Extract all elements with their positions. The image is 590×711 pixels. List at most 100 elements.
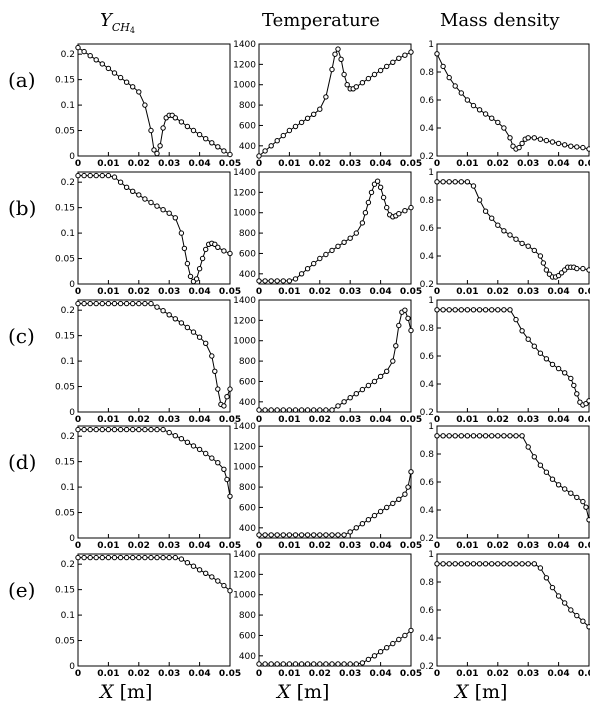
row-label-c: (c) [8, 324, 35, 348]
data-point [75, 172, 81, 179]
data-point [434, 179, 440, 185]
y-tick-label: 1 [428, 550, 434, 560]
data-point [580, 265, 586, 272]
data-point [280, 132, 286, 139]
data-point [215, 578, 221, 584]
data-point [166, 554, 172, 561]
panel-d-ych4: 0 0.01 0.02 0.03 0.04 0.05 0 0.05 0.1 0.15 0.2 [55, 425, 241, 551]
data-point [105, 65, 112, 72]
data-point [292, 123, 299, 130]
data-point [136, 89, 142, 95]
data-point [286, 661, 293, 667]
data-point [531, 247, 537, 254]
row-label-b: (b) [8, 196, 36, 220]
data-point [341, 399, 347, 405]
y-tick-label: 1000 [233, 591, 256, 601]
x-tick-label: 0.05 [400, 541, 422, 551]
data-point [574, 265, 580, 272]
plot-frame [258, 43, 412, 157]
data-point [482, 561, 489, 567]
x-tick-label: 0.02 [128, 287, 150, 297]
data-point [495, 119, 501, 126]
data-point [384, 504, 390, 511]
data-point [81, 554, 87, 561]
data-point [136, 426, 142, 433]
data-point [549, 361, 556, 368]
data-point [215, 386, 221, 392]
y-tick-label: 0.8 [420, 578, 435, 588]
x-tick-label: 0.02 [487, 159, 509, 169]
data-point [341, 661, 347, 667]
data-point [221, 582, 227, 589]
x-tick-label: 0.01 [456, 669, 478, 679]
data-point [470, 433, 477, 439]
data-point [353, 661, 359, 667]
data-point [507, 307, 513, 313]
x-tick-label: 0.02 [128, 669, 150, 679]
x-tick-label: 0.05 [400, 669, 422, 679]
data-point [583, 504, 589, 510]
data-point [353, 84, 359, 90]
data-point [111, 426, 118, 433]
data-point [262, 532, 268, 538]
data-point [489, 115, 495, 121]
data-point [274, 532, 280, 538]
x-tick-label: 0.05 [400, 159, 422, 169]
data-point [489, 561, 495, 567]
x-tick-label: 0.02 [128, 159, 150, 169]
data-point [99, 554, 106, 561]
data-point [298, 407, 305, 413]
data-point [347, 529, 353, 535]
y-tick-label: 0.2 [420, 662, 434, 672]
data-point [402, 307, 408, 313]
data-point [203, 340, 209, 346]
data-point [136, 300, 142, 307]
data-point [227, 493, 233, 499]
data-point [172, 316, 179, 322]
x-tick-label: 0.05 [400, 415, 422, 425]
y-tick-label: 0.6 [420, 96, 435, 106]
plot-frame [436, 43, 590, 157]
data-point [329, 247, 335, 254]
data-point [543, 575, 550, 581]
plot-frame [258, 171, 412, 285]
x-tick-label: 0 [75, 415, 81, 425]
data-point [166, 312, 172, 318]
xlabel-col2: X [m] [275, 681, 329, 703]
data-point [402, 208, 408, 214]
data-point [396, 211, 402, 217]
data-point [507, 433, 513, 439]
y-tick-label: 800 [239, 483, 256, 493]
data-point [196, 131, 203, 138]
data-point [452, 307, 458, 313]
data-point [329, 661, 335, 667]
y-tick-label: 0.05 [55, 383, 75, 393]
panel-e-ych4: 0 0.01 0.02 0.03 0.04 0.05 0 0.05 0.1 0.15 0.2 [55, 553, 241, 679]
col-title-temperature: Temperature [262, 10, 380, 31]
x-tick-label: 0.05 [400, 287, 422, 297]
data-point [262, 407, 268, 413]
data-point [562, 370, 568, 376]
y-tick-label: 0.2 [420, 152, 434, 162]
series-line [437, 563, 590, 628]
x-tick-label: 0 [434, 669, 440, 679]
data-point [446, 561, 452, 567]
y-tick-label: 0.2 [420, 408, 434, 418]
data-point [160, 554, 166, 561]
data-point [501, 307, 507, 313]
data-point [384, 368, 390, 374]
y-tick-label: 0.15 [55, 76, 75, 86]
data-point [446, 433, 452, 439]
data-point [446, 74, 452, 81]
data-point [184, 439, 191, 445]
x-tick-label: 0.03 [158, 415, 180, 425]
data-point [531, 135, 537, 141]
data-point [476, 197, 483, 203]
data-point [365, 382, 372, 389]
data-point [199, 255, 206, 262]
data-point [408, 204, 414, 211]
data-point [262, 661, 268, 667]
x-tick-label: 0 [434, 415, 440, 425]
data-point [568, 143, 574, 149]
